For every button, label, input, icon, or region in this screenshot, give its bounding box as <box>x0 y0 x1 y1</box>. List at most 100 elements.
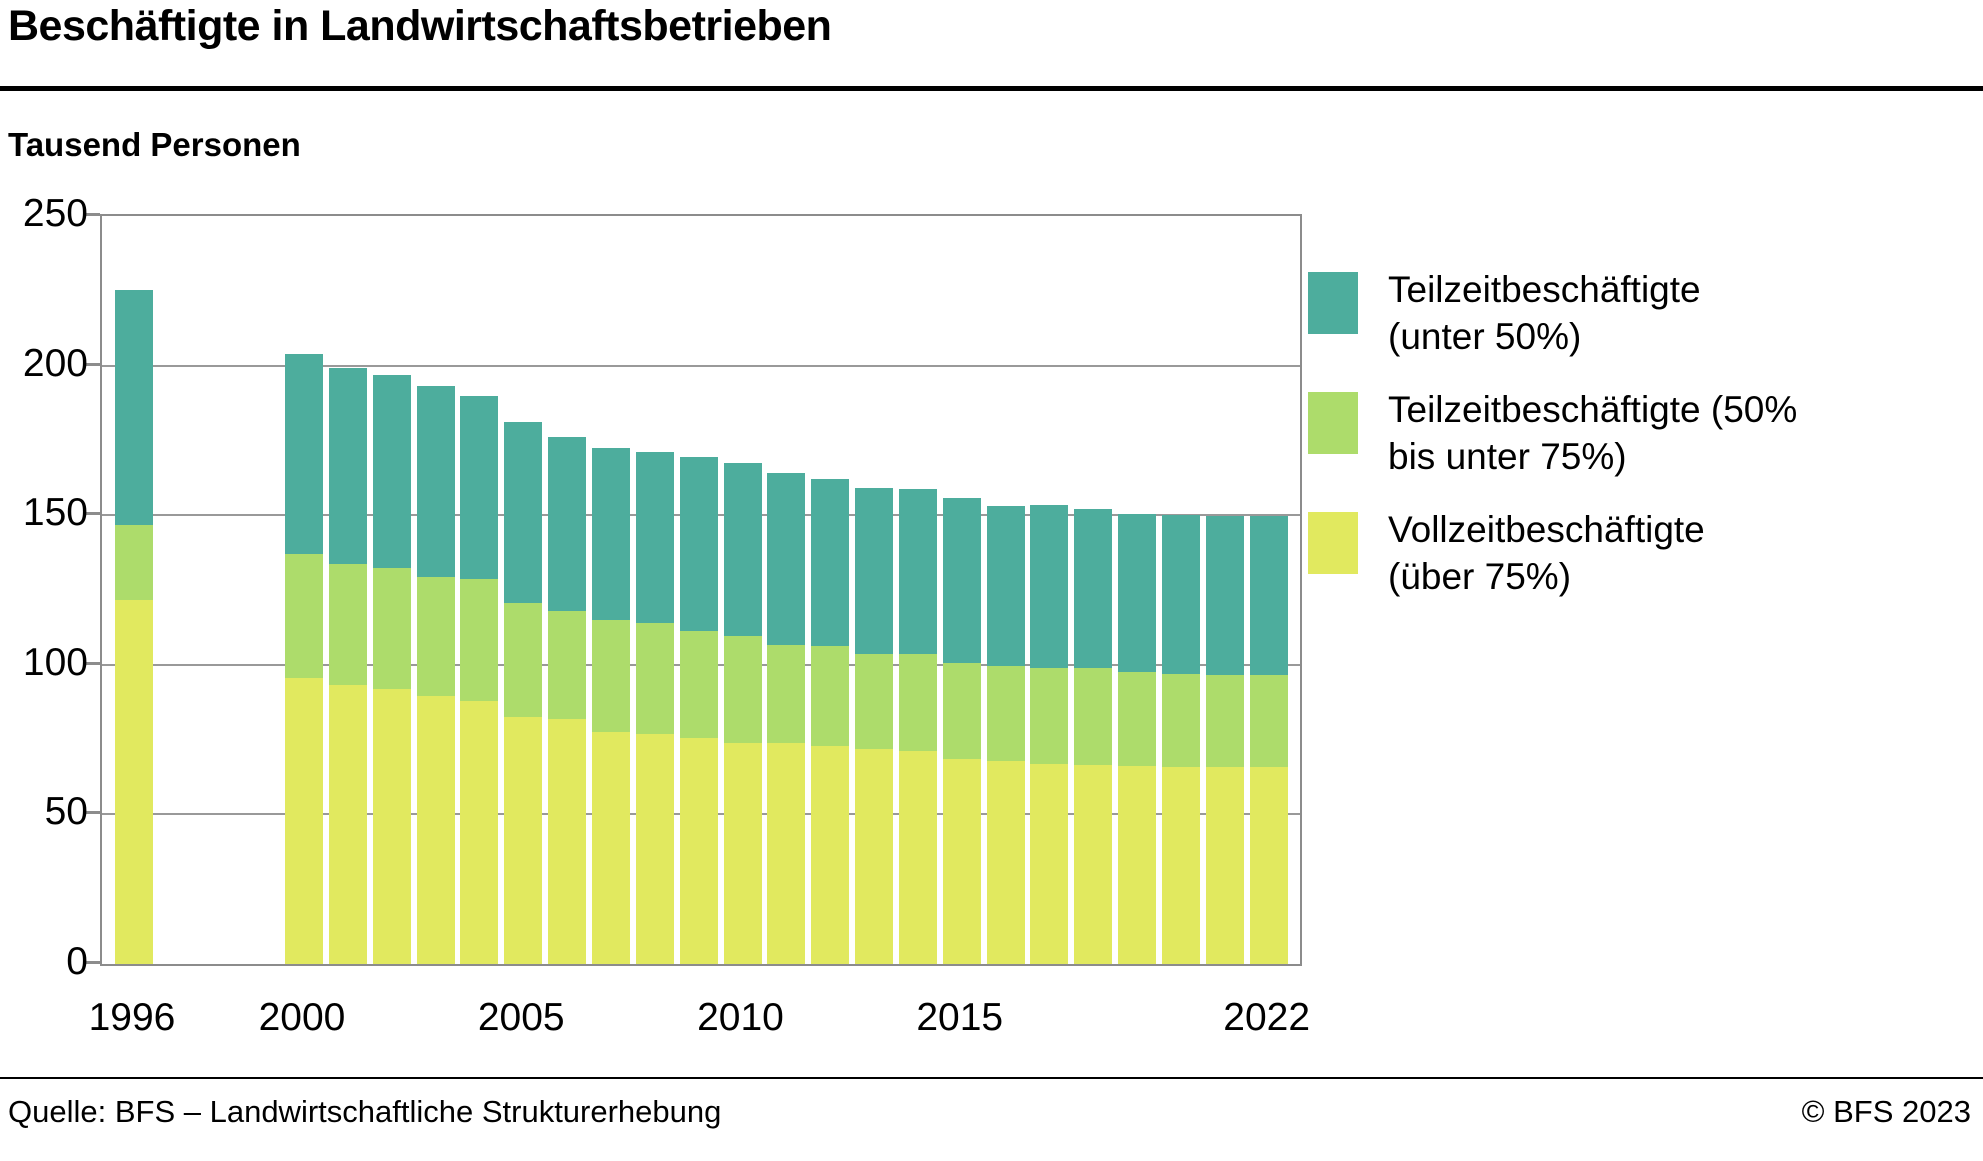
bar-2018-teilzeit_50_75 <box>1074 668 1113 766</box>
bar-2006-vollzeit <box>548 719 587 964</box>
bar-2022-vollzeit <box>1249 766 1288 964</box>
bar-2007-vollzeit <box>591 731 630 964</box>
source-text: Quelle: BFS – Landwirtschaftliche Strukt… <box>8 1094 722 1129</box>
bar-2017-vollzeit <box>1030 763 1069 964</box>
bar-2022-teilzeit_50_75 <box>1249 675 1288 767</box>
gridline-200 <box>102 364 1300 367</box>
bar-2016-teilzeit_50_75 <box>986 666 1025 761</box>
bar-2013-teilzeit_unter_50 <box>855 487 894 655</box>
bar-2011-vollzeit <box>767 742 806 964</box>
bar-2013-vollzeit <box>855 749 894 964</box>
y-tick-mark-50 <box>86 811 100 815</box>
y-tick-mark-250 <box>86 213 100 216</box>
bar-2004-teilzeit_50_75 <box>460 578 499 701</box>
bar-2004-vollzeit <box>460 700 499 964</box>
bar-2019-vollzeit <box>1118 765 1157 964</box>
bar-1996-teilzeit_50_75 <box>115 525 153 601</box>
bar-2005-teilzeit_50_75 <box>504 603 543 717</box>
bar-2017-teilzeit_unter_50 <box>1030 505 1069 668</box>
bar-1996-teilzeit_unter_50 <box>115 289 153 526</box>
bar-2018-vollzeit <box>1074 765 1113 964</box>
bar-2012-teilzeit_unter_50 <box>811 478 850 647</box>
chart-unit-subtitle: Tausend Personen <box>8 126 301 163</box>
legend-swatch-vollzeit <box>1308 512 1358 574</box>
bar-2021-teilzeit_unter_50 <box>1205 515 1244 675</box>
bar-2001-vollzeit <box>328 684 367 964</box>
bar-2010-teilzeit_unter_50 <box>723 463 762 637</box>
y-tick-label-50: 50 <box>44 790 88 834</box>
bar-2004-teilzeit_unter_50 <box>460 395 499 579</box>
bar-2003-teilzeit_50_75 <box>416 576 455 696</box>
x-tick-label-2000: 2000 <box>258 996 346 1039</box>
bar-2008-teilzeit_unter_50 <box>635 451 674 624</box>
legend-swatch-teilzeit_unter_50 <box>1308 272 1358 334</box>
bar-2002-teilzeit_50_75 <box>372 567 411 689</box>
bar-2019-teilzeit_unter_50 <box>1118 514 1157 673</box>
bar-2005-vollzeit <box>504 716 543 964</box>
bar-2015-vollzeit <box>942 759 981 964</box>
legend-label-teilzeit_unter_50: Teilzeitbeschäftigte (unter 50%) <box>1388 269 1701 357</box>
bar-2020-teilzeit_unter_50 <box>1162 515 1200 675</box>
x-tick-label-1996: 1996 <box>88 996 176 1039</box>
y-tick-mark-150 <box>86 512 100 516</box>
bar-2009-vollzeit <box>679 737 718 964</box>
x-tick-label-2022: 2022 <box>1223 996 1311 1039</box>
footer-divider-rule <box>0 1077 1983 1079</box>
bar-2016-teilzeit_unter_50 <box>986 505 1025 667</box>
y-tick-label-150: 150 <box>22 491 88 535</box>
bar-2018-teilzeit_unter_50 <box>1074 508 1113 669</box>
bar-2014-teilzeit_50_75 <box>898 654 937 751</box>
bar-2014-teilzeit_unter_50 <box>898 488 937 655</box>
bar-2015-teilzeit_50_75 <box>942 663 981 760</box>
legend-label-teilzeit_50_75: Teilzeitbeschäftigte (50% bis unter 75%) <box>1388 389 1798 477</box>
bar-2010-vollzeit <box>723 742 762 964</box>
bar-2020-teilzeit_50_75 <box>1162 674 1200 767</box>
bar-2000-teilzeit_50_75 <box>285 554 323 679</box>
legend-item-teilzeit_50_75: Teilzeitbeschäftigte (50% bis unter 75%) <box>1308 386 1797 480</box>
legend-label-vollzeit: Vollzeitbeschäftigte (über 75%) <box>1388 509 1705 597</box>
y-tick-mark-0 <box>86 961 100 964</box>
bar-2015-teilzeit_unter_50 <box>942 498 981 664</box>
bar-2017-teilzeit_50_75 <box>1030 667 1069 764</box>
y-tick-mark-100 <box>86 661 100 665</box>
bar-2003-teilzeit_unter_50 <box>416 386 455 577</box>
legend-item-teilzeit_unter_50: Teilzeitbeschäftigte (unter 50%) <box>1308 266 1797 360</box>
y-tick-mark-200 <box>86 362 100 366</box>
bar-2001-teilzeit_50_75 <box>328 564 367 685</box>
y-tick-label-100: 100 <box>22 640 88 684</box>
bar-2009-teilzeit_unter_50 <box>679 456 718 632</box>
bar-2006-teilzeit_50_75 <box>548 610 587 720</box>
x-tick-label-2010: 2010 <box>697 996 784 1039</box>
bar-2007-teilzeit_50_75 <box>591 620 630 732</box>
bar-2020-vollzeit <box>1162 766 1200 964</box>
bar-2019-teilzeit_50_75 <box>1118 672 1157 766</box>
chart-legend: Teilzeitbeschäftigte (unter 50%) Teilzeit… <box>1308 266 1797 626</box>
bar-2021-teilzeit_50_75 <box>1205 674 1244 767</box>
bar-2022-teilzeit_unter_50 <box>1249 515 1288 676</box>
legend-swatch-teilzeit_50_75 <box>1308 392 1358 454</box>
title-divider-rule <box>0 86 1983 91</box>
bar-2009-teilzeit_50_75 <box>679 631 718 738</box>
y-tick-label-250: 250 <box>22 192 88 235</box>
bar-2007-teilzeit_unter_50 <box>591 447 630 621</box>
bar-2012-teilzeit_50_75 <box>811 646 850 747</box>
y-tick-label-200: 200 <box>22 341 88 385</box>
x-tick-label-2005: 2005 <box>477 996 565 1039</box>
legend-item-vollzeit: Vollzeitbeschäftigte (über 75%) <box>1308 506 1797 600</box>
bar-2002-teilzeit_unter_50 <box>372 374 411 568</box>
bar-2011-teilzeit_unter_50 <box>767 472 806 646</box>
bar-2012-vollzeit <box>811 746 850 964</box>
bar-2008-vollzeit <box>635 733 674 964</box>
plot-area <box>100 214 1302 966</box>
bar-2016-vollzeit <box>986 760 1025 964</box>
bar-2001-teilzeit_unter_50 <box>328 368 367 565</box>
page-title: Beschäftigte in Landwirtschaftsbetrieben <box>8 2 832 50</box>
bar-2003-vollzeit <box>416 695 455 964</box>
bar-2008-teilzeit_50_75 <box>635 623 674 734</box>
bar-2005-teilzeit_unter_50 <box>504 422 543 604</box>
bar-2010-teilzeit_50_75 <box>723 636 762 743</box>
y-tick-label-0: 0 <box>66 940 88 983</box>
copyright-text: © BFS 2023 <box>1801 1094 1971 1129</box>
bar-2006-teilzeit_unter_50 <box>548 436 587 611</box>
